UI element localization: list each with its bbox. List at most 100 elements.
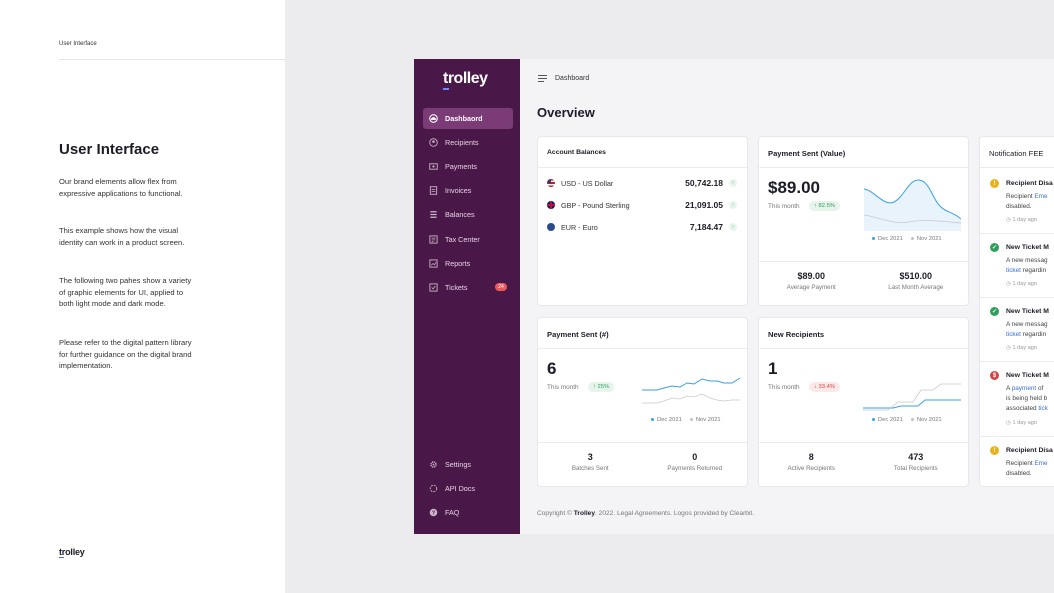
balance-row[interactable]: USD - US Dollar 50,742.18 ↑ <box>547 176 737 190</box>
payments-returned-stat: 0 Payments Returned <box>643 452 748 472</box>
divider <box>759 261 968 262</box>
divider <box>980 297 1054 298</box>
divider <box>759 348 968 349</box>
arrow-up-icon: ↑ <box>729 201 737 209</box>
divider <box>980 233 1054 234</box>
notification-time: ◷ 1 day ago <box>1006 281 1038 287</box>
sidebar-item-label: Dashbaord <box>445 114 483 123</box>
balance-value: 21,091.05 <box>685 200 723 210</box>
clock-icon: ◷ <box>1006 217 1011 223</box>
notification-link[interactable]: Eme <box>1034 460 1048 467</box>
sidebar-item-api-docs[interactable]: API Docs <box>423 478 513 499</box>
sidebar: trolley Dashbaord Recipients Payments In… <box>414 59 520 534</box>
currency-name: USD - US Dollar <box>561 178 614 188</box>
divider <box>538 442 747 443</box>
chart-legend: Dec 2021 Nov 2021 <box>872 417 942 423</box>
reports-icon <box>429 259 438 268</box>
notification-item[interactable]: $ New Ticket M A payment of is being held… <box>980 367 1054 437</box>
uk-flag-icon <box>547 201 555 209</box>
check-icon: ✓ <box>990 307 999 316</box>
currency-name: GBP - Pound Sterling <box>561 200 630 210</box>
section-title: User Interface <box>59 141 160 158</box>
sidebar-item-label: Settings <box>445 460 471 469</box>
payment-value-amount: $89.00 <box>768 178 820 197</box>
notification-title: Recipient Disa <box>1006 447 1053 454</box>
payments-icon <box>429 162 438 171</box>
sidebar-item-label: Payments <box>445 162 477 171</box>
card-title: Payment Sent (#) <box>547 330 609 339</box>
stat-label: Payments Returned <box>667 465 723 472</box>
payment-count-value: 6 <box>547 359 557 378</box>
batches-sent-stat: 3 Batches Sent <box>538 452 643 472</box>
notification-feed-card: Notification FEE ! Recipient Disa Recipi… <box>979 136 1054 487</box>
arrow-up-icon: ↑ <box>729 179 737 187</box>
invoices-icon <box>429 186 438 195</box>
card-title: New Recipients <box>768 330 825 339</box>
stat-value: $510.00 <box>899 271 933 281</box>
svg-text:?: ? <box>432 510 435 516</box>
payment-value-sparkline <box>864 179 961 231</box>
page-title: Overview <box>537 105 595 120</box>
arrow-up-icon: ↑ <box>729 223 737 231</box>
recipients-icon <box>429 138 438 147</box>
notification-item[interactable]: ! Recipient Disa Recipient Eme disabled. … <box>980 175 1054 237</box>
breadcrumb[interactable]: Dashboard <box>555 75 590 82</box>
notification-body: A new messag ticket regardin <box>1006 321 1048 338</box>
main-content: Overview Account Balances USD - US Dolla… <box>520 59 1054 534</box>
notification-body: A payment of is being held b associated ti… <box>1006 385 1048 412</box>
top-bar: Dashboard <box>520 59 1054 97</box>
section-label: User Interface <box>59 41 97 47</box>
app-logo[interactable]: trolley <box>443 70 488 87</box>
change-badge: ↓ 33.4% <box>809 382 840 392</box>
notification-item[interactable]: ! Recipient Disa Recipient Eme disabled. <box>980 442 1054 482</box>
change-badge: ↑ 25% <box>588 382 615 392</box>
notification-body: Recipient Eme disabled. <box>1006 193 1048 210</box>
new-recipients-card: New Recipients 1 This month ↓ 33.4% Dec … <box>758 317 969 487</box>
active-recipients-stat: 8 Active Recipients <box>759 452 864 472</box>
notification-item[interactable]: ✓ New Ticket M A new messag ticket regard… <box>980 239 1054 301</box>
period-label: This month <box>547 384 579 391</box>
sidebar-item-faq[interactable]: ? FAQ <box>423 502 513 523</box>
menu-icon[interactable] <box>538 75 547 82</box>
dashboard-icon <box>429 114 438 123</box>
stat-value: 3 <box>587 452 593 462</box>
notification-link[interactable]: tick <box>1038 405 1048 412</box>
description-paragraph: Please refer to the digital pattern libr… <box>59 338 192 370</box>
balance-row[interactable]: GBP - Pound Sterling 21,091.05 ↑ <box>547 198 737 212</box>
sidebar-item-tickets[interactable]: Tickets 24 <box>423 277 513 298</box>
legend-previous: Nov 2021 <box>916 417 942 423</box>
change-badge: ↑ 82.5% <box>809 201 840 211</box>
sidebar-item-settings[interactable]: Settings <box>423 454 513 475</box>
copyright-footer: Copyright © Trolley. 2022. Legal Agreeme… <box>537 510 755 517</box>
balance-row[interactable]: EUR - Euro 7,184.47 ↑ <box>547 220 737 234</box>
sidebar-item-invoices[interactable]: Invoices <box>423 180 513 201</box>
payment-count-card: Payment Sent (#) 6 This month ↑ 25% Dec … <box>537 317 748 487</box>
account-balances-card: Account Balances USD - US Dollar 50,742.… <box>537 136 748 306</box>
sidebar-item-dashboard[interactable]: Dashbaord <box>423 108 513 129</box>
balance-value: 7,184.47 <box>689 222 723 232</box>
stat-label: Total Recipients <box>893 465 938 472</box>
sidebar-item-label: API Docs <box>445 484 475 493</box>
sidebar-item-tax-center[interactable]: Tax Center <box>423 229 513 250</box>
stat-label: Last Month Average <box>888 284 944 291</box>
description-paragraph: This example shows how the visual identi… <box>59 226 185 247</box>
sidebar-item-label: FAQ <box>445 508 460 517</box>
notification-link[interactable]: Eme <box>1034 193 1048 200</box>
notification-link[interactable]: payment <box>1011 385 1037 392</box>
notification-body: A new messag ticket regardin <box>1006 257 1048 274</box>
sidebar-item-recipients[interactable]: Recipients <box>423 132 513 153</box>
divider <box>538 348 747 349</box>
average-payment-stat: $89.00 Average Payment <box>759 271 864 291</box>
notification-item[interactable]: ✓ New Ticket M A new messag ticket regard… <box>980 303 1054 365</box>
notification-link[interactable]: ticket <box>1006 267 1021 274</box>
sidebar-item-payments[interactable]: Payments <box>423 156 513 177</box>
notification-link[interactable]: ticket <box>1006 331 1021 338</box>
divider <box>538 167 747 168</box>
sidebar-item-balances[interactable]: Balances <box>423 204 513 225</box>
tickets-icon <box>429 283 438 292</box>
notification-time: ◷ 1 day ago <box>1006 420 1038 426</box>
app-window: trolley Dashbaord Recipients Payments In… <box>414 59 1054 534</box>
help-icon: ? <box>429 508 438 517</box>
sidebar-item-reports[interactable]: Reports <box>423 253 513 274</box>
card-title: Account Balances <box>547 149 606 156</box>
